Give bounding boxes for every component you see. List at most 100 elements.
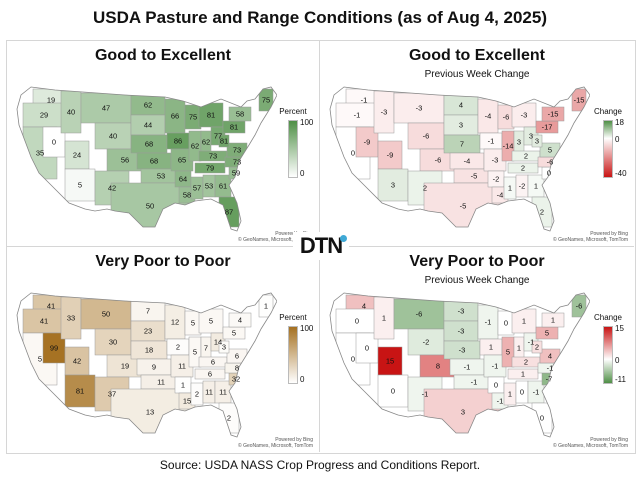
state-or xyxy=(22,308,66,334)
state-value-wi: -6 xyxy=(503,113,510,122)
state-value-la: -1 xyxy=(497,397,504,406)
state-value-in: 3 xyxy=(517,138,521,147)
state-mt xyxy=(80,92,132,124)
state-value-wy: -2 xyxy=(423,338,430,347)
panel-title: Very Poor to Poor xyxy=(409,253,545,270)
state-value-wi: 75 xyxy=(189,113,197,122)
state-me xyxy=(258,88,274,112)
state-value-nv: -9 xyxy=(364,138,371,147)
state-value-ne: 68 xyxy=(145,140,153,149)
state-value-sd: 44 xyxy=(144,121,152,130)
state-value-mi: 1 xyxy=(522,317,526,326)
legend-color-bar xyxy=(603,120,613,178)
legend: Change 18 0 -40 xyxy=(588,107,628,178)
state-value-nc: 8 xyxy=(235,364,239,373)
state-value-oh: 77 xyxy=(214,132,222,141)
state-value-nc: 73 xyxy=(233,158,241,167)
state-value-me: 75 xyxy=(262,96,270,105)
legend-color-bar xyxy=(288,120,298,178)
state-value-ks: 68 xyxy=(150,157,158,166)
state-value-mt: -6 xyxy=(416,310,423,319)
legend-title: Percent xyxy=(279,107,307,116)
map-credit: Powered by Bing© GeoNames, Microsoft, To… xyxy=(553,437,628,449)
state-value-ut: -9 xyxy=(387,151,394,160)
state-value-wa: 41 xyxy=(47,302,55,311)
state-value-mn: -4 xyxy=(485,112,492,121)
legend-max: 100 xyxy=(300,324,314,333)
state-mt xyxy=(393,298,445,330)
state-value-ky: 6 xyxy=(211,358,215,367)
state-value-me: -15 xyxy=(574,96,585,105)
state-tn xyxy=(194,368,226,380)
state-value-fl: 2 xyxy=(227,414,231,423)
state-value-nm: 37 xyxy=(108,390,116,399)
state-me xyxy=(571,88,587,112)
state-value-co: 56 xyxy=(121,156,129,165)
legend-color-bar xyxy=(603,326,613,384)
us-state-map: 19 29 35 0 40 47 40 24 5 56 42 62 44 68 68 53 50 66 86 65 64… xyxy=(16,86,277,232)
state-value-il: -14 xyxy=(503,142,514,151)
state-wv xyxy=(218,340,230,354)
state-value-mt: 50 xyxy=(102,310,110,319)
state-wv xyxy=(218,134,230,148)
state-value-pa: 81 xyxy=(230,123,238,132)
state-value-id: 1 xyxy=(382,314,386,323)
main-title: USDA Pasture and Range Conditions (as of… xyxy=(92,8,548,27)
state-az xyxy=(64,168,96,202)
state-value-nm: -1 xyxy=(422,390,429,399)
state-value-il: 5 xyxy=(506,348,510,357)
state-value-al: 11 xyxy=(205,388,213,397)
state-value-sc: -7 xyxy=(546,375,553,384)
state-value-ar: -2 xyxy=(493,175,500,184)
us-state-map: -1-10-9-3 -3-6-93-62437-4-5-5-4-1-3-2-4-6… xyxy=(329,86,590,232)
state-value-wv: 3 xyxy=(535,137,539,146)
state-value-nv: 0 xyxy=(52,138,56,147)
legend-title: Change xyxy=(593,313,623,322)
state-mt xyxy=(80,298,132,330)
state-value-mt: 47 xyxy=(102,104,110,113)
state-or xyxy=(335,102,379,128)
legend-min: -11 xyxy=(615,375,626,384)
dtn-logo-dot xyxy=(340,235,347,242)
state-value-or: 29 xyxy=(40,111,48,120)
state-tn xyxy=(194,162,226,174)
state-value-me: -6 xyxy=(576,302,583,311)
panel-subtitle: Previous Week Change xyxy=(424,69,530,80)
state-ut xyxy=(64,140,90,170)
state-value-ut: 42 xyxy=(73,357,81,366)
state-ut xyxy=(377,346,403,376)
state-value-ok: 11 xyxy=(157,378,165,387)
state-value-ok: -1 xyxy=(471,378,478,387)
state-value-wy: 30 xyxy=(109,338,117,347)
state-wy xyxy=(407,328,445,356)
state-value-ia: 1 xyxy=(489,343,493,352)
state-value-pa: -17 xyxy=(542,123,553,132)
map-credit: Powered by Bing© GeoNames, Microsoft, To… xyxy=(553,231,628,243)
state-az xyxy=(64,374,96,408)
state-value-wa: 19 xyxy=(47,96,55,105)
panel-grid-frame xyxy=(6,40,636,454)
state-value-mn: 66 xyxy=(171,112,179,121)
state-me xyxy=(258,294,274,318)
legend-max: 15 xyxy=(615,324,624,333)
state-value-mo: -1 xyxy=(492,362,499,371)
state-az xyxy=(377,168,409,202)
state-value-nd: 4 xyxy=(459,101,463,110)
state-value-mi: -3 xyxy=(521,111,528,120)
state-value-ky: 73 xyxy=(209,152,217,161)
state-value-or: -1 xyxy=(354,111,361,120)
state-value-mo: 11 xyxy=(178,362,186,371)
map-credit: Powered by Bing© GeoNames, Microsoft, To… xyxy=(238,437,313,449)
state-value-ca: 35 xyxy=(36,149,44,158)
state-value-nm: 42 xyxy=(108,184,116,193)
source-note: Source: USDA NASS Crop Progress and Cond… xyxy=(159,458,481,472)
state-value-ny: 4 xyxy=(238,316,242,325)
state-value-wv: 2 xyxy=(535,343,539,352)
state-value-ut: 24 xyxy=(73,151,81,160)
state-value-wa: 4 xyxy=(362,302,366,311)
state-value-pa: 5 xyxy=(545,329,549,338)
state-value-tn: 2 xyxy=(521,164,525,173)
state-value-nc: -1 xyxy=(547,364,554,373)
state-value-wv: 81 xyxy=(220,137,228,146)
